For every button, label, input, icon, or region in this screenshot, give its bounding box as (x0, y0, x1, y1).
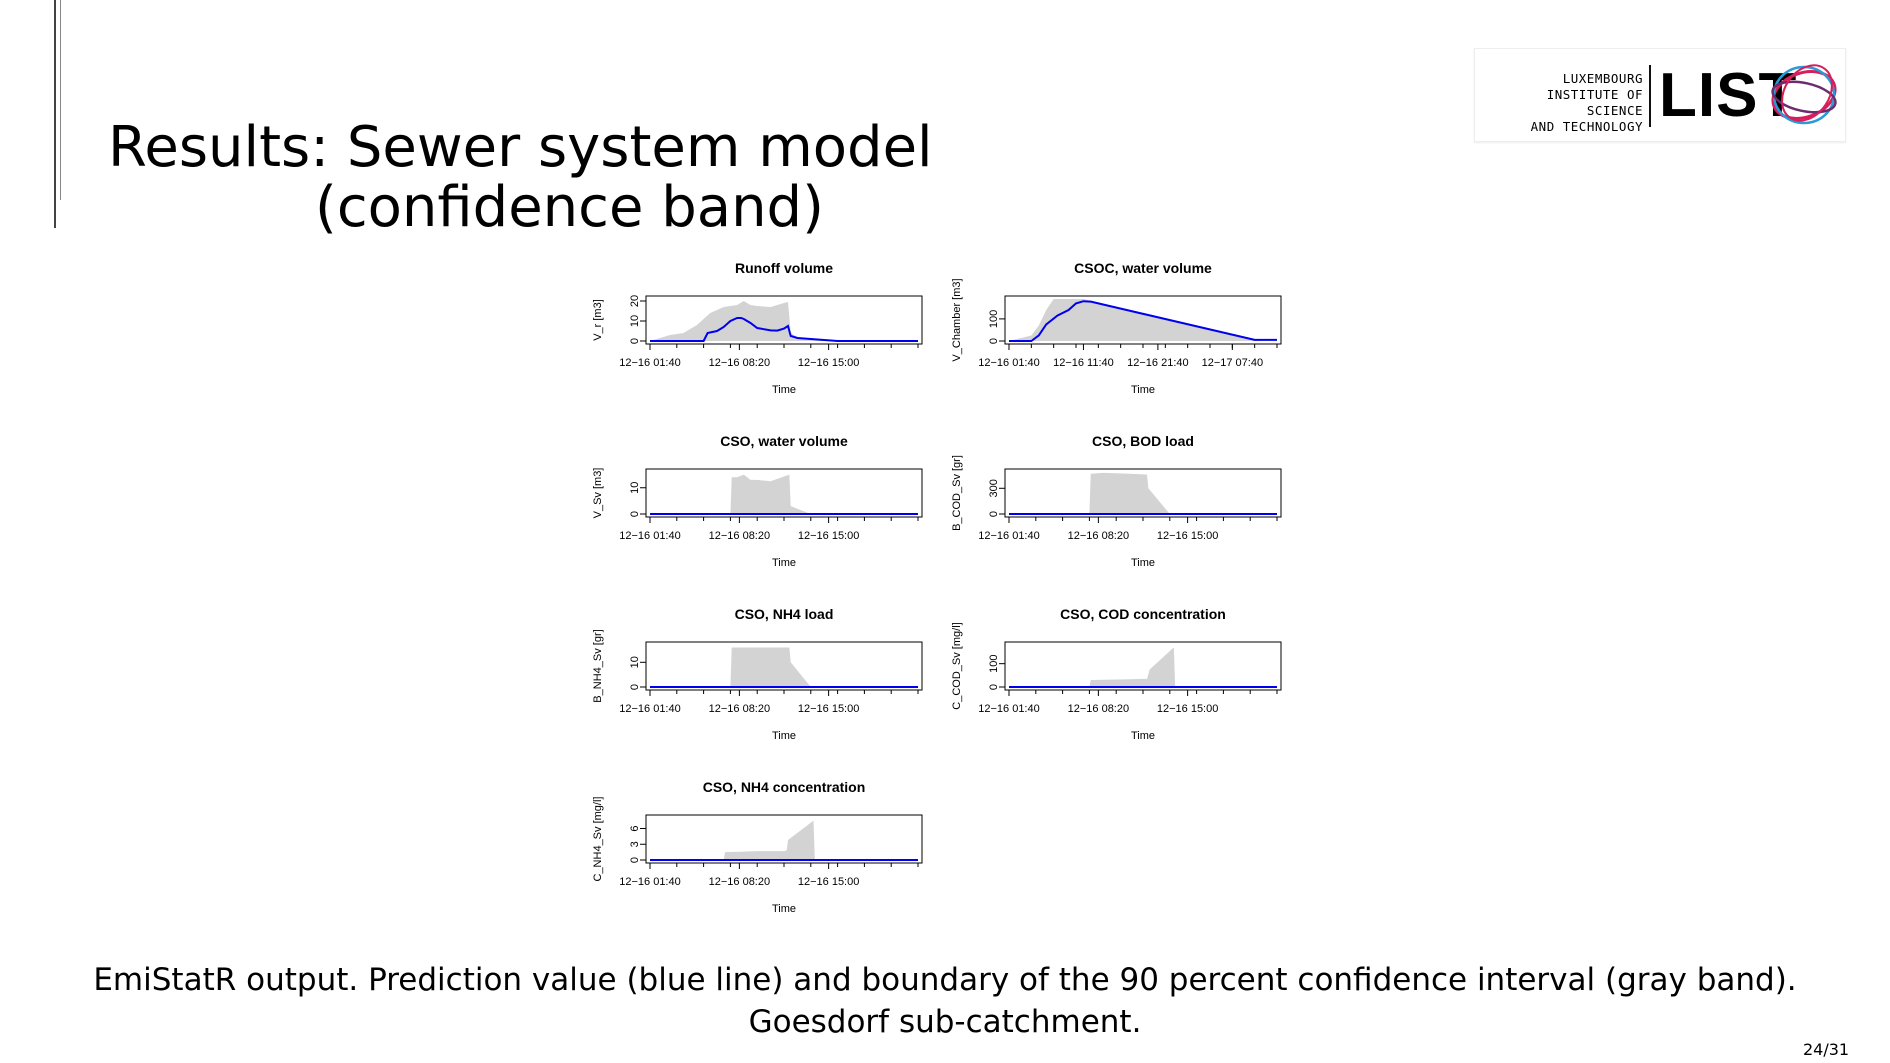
confidence-band (650, 820, 918, 860)
x-axis-label: Time (772, 903, 796, 915)
x-tick-label: 12−16 15:00 (798, 876, 859, 888)
y-tick-label: 0 (988, 511, 1000, 517)
x-tick-label: 12−16 15:00 (1157, 703, 1218, 715)
x-tick-label: 12−16 08:20 (709, 357, 770, 369)
y-axis-label: B_NH4_Sv [gr] (592, 629, 604, 702)
y-tick-label: 10 (629, 482, 641, 494)
figure-caption-line1: EmiStatR output. Prediction value (blue … (93, 962, 1797, 998)
x-tick-label: 12−16 11:40 (1053, 357, 1114, 369)
y-tick-label: 100 (988, 310, 1000, 328)
logo-separator (1649, 65, 1651, 127)
x-axis-label: Time (1131, 384, 1155, 396)
chart-panel: CSO, COD concentration 12−16 01:40 12−16 0… (951, 606, 1282, 742)
confidence-band (650, 474, 918, 514)
chart-title: Runoff volume (735, 260, 833, 276)
y-tick-label: 0 (988, 684, 1000, 690)
y-tick-label: 6 (629, 825, 641, 831)
x-tick-label: 12−16 08:20 (1068, 703, 1129, 715)
list-logo: LUXEMBOURG INSTITUTE OF SCIENCE AND TECH… (1474, 48, 1846, 142)
x-tick-label: 12−16 01:40 (978, 703, 1039, 715)
y-tick-label: 20 (629, 295, 641, 307)
x-tick-label: 12−16 15:00 (1157, 530, 1218, 542)
slide-title-line2: (confidence band) (315, 175, 824, 240)
y-tick-label: 0 (629, 857, 641, 863)
x-tick-label: 12−16 21:40 (1127, 357, 1188, 369)
chart-title: CSO, NH4 load (735, 606, 834, 622)
prediction-line (650, 317, 918, 342)
y-tick-label: 10 (629, 315, 641, 327)
left-accent-bar-outer (54, 0, 56, 228)
y-tick-label: 100 (988, 654, 1000, 672)
confidence-band (650, 647, 918, 687)
prediction-line (1009, 300, 1277, 342)
y-tick-label: 3 (629, 841, 641, 847)
y-axis-label: C_COD_Sv [mg/l] (951, 622, 963, 709)
x-tick-label: 12−16 01:40 (619, 703, 680, 715)
x-tick-label: 12−16 01:40 (978, 530, 1039, 542)
x-tick-label: 12−16 08:20 (709, 530, 770, 542)
x-tick-label: 12−16 15:00 (798, 357, 859, 369)
y-tick-label: 0 (629, 511, 641, 517)
y-axis-label: V_r [m3] (592, 299, 604, 341)
y-axis-label: V_Chamber [m3] (951, 278, 963, 361)
confidence-band (1009, 299, 1277, 341)
globe-rings-icon (1771, 64, 1837, 125)
x-tick-label: 12−16 01:40 (619, 357, 680, 369)
institute-line1: LUXEMBOURG (1562, 71, 1643, 86)
chart-panel: CSO, NH4 concentration 12−16 01:40 12−16 0… (592, 779, 923, 915)
left-accent-bar-inner (60, 0, 61, 200)
slide-title-line1: Results: Sewer system model (108, 115, 933, 180)
y-tick-label: 0 (629, 684, 641, 690)
y-axis-label: V_Sv [m3] (592, 468, 604, 519)
chart-panel: CSO, water volume 12−16 01:40 12−16 08:20 1… (592, 433, 923, 569)
y-tick-label: 300 (988, 479, 1000, 497)
page-number: 24/31 (1803, 1040, 1850, 1059)
chart-title: CSO, water volume (720, 433, 848, 449)
x-tick-label: 12−16 08:20 (709, 703, 770, 715)
chart-panel: CSO, NH4 load 12−16 01:40 12−16 08:20 12−16… (592, 606, 923, 742)
y-tick-label: 10 (629, 656, 641, 668)
x-tick-label: 12−17 07:40 (1202, 357, 1263, 369)
chart-panel: CSO, BOD load 12−16 01:40 12−16 08:20 12−16… (951, 433, 1282, 569)
chart-panel: CSOC, water volume 12−16 01:40 12−16 11:40… (951, 260, 1282, 396)
y-axis-label: B_COD_Sv [gr] (951, 455, 963, 531)
y-tick-label: 0 (629, 338, 641, 344)
chart-title: CSO, COD concentration (1060, 606, 1226, 622)
x-tick-label: 12−16 01:40 (619, 530, 680, 542)
x-axis-label: Time (1131, 730, 1155, 742)
institute-line2: INSTITUTE OF SCIENCE (1546, 87, 1643, 118)
chart-panel: Runoff volume 12−16 01:40 12−16 08:20 12−16… (592, 260, 923, 396)
slide-title: Results: Sewer system model (confidence … (108, 118, 933, 238)
x-tick-label: 12−16 15:00 (798, 703, 859, 715)
institute-name: LUXEMBOURG INSTITUTE OF SCIENCE AND TECH… (1485, 71, 1643, 135)
chart-title: CSOC, water volume (1074, 260, 1212, 276)
x-axis-label: Time (772, 384, 796, 396)
chart-title: CSO, NH4 concentration (703, 779, 866, 795)
institute-line3: AND TECHNOLOGY (1530, 119, 1643, 134)
chart-title: CSO, BOD load (1092, 433, 1194, 449)
x-tick-label: 12−16 01:40 (619, 876, 680, 888)
confidence-band (1009, 472, 1277, 514)
x-axis-label: Time (1131, 557, 1155, 569)
confidence-band (650, 301, 918, 341)
figure-caption-line2: Goesdorf sub-catchment. (748, 1004, 1142, 1040)
y-tick-label: 0 (988, 338, 1000, 344)
y-axis-label: C_NH4_Sv [mg/l] (592, 797, 604, 882)
confidence-band (1009, 647, 1277, 687)
x-tick-label: 12−16 01:40 (978, 357, 1039, 369)
x-axis-label: Time (772, 557, 796, 569)
x-axis-label: Time (772, 730, 796, 742)
x-tick-label: 12−16 15:00 (798, 530, 859, 542)
x-tick-label: 12−16 08:20 (709, 876, 770, 888)
x-tick-label: 12−16 08:20 (1068, 530, 1129, 542)
